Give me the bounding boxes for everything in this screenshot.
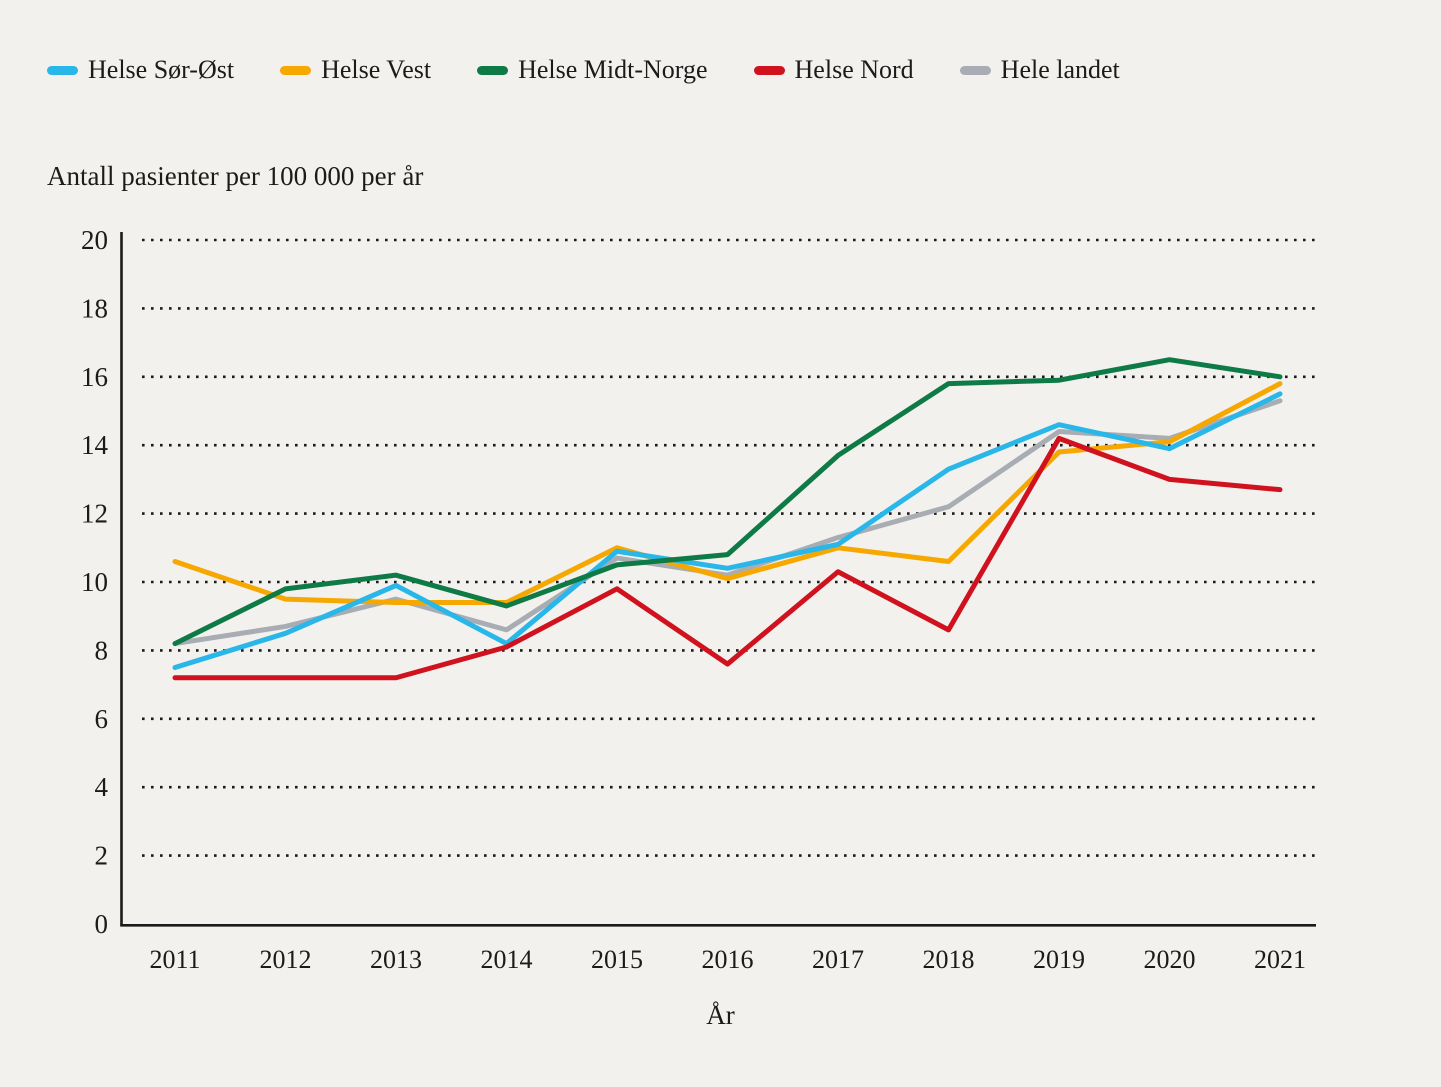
series-line	[172, 391, 1283, 670]
y-tick-label: 10	[81, 567, 108, 597]
legend-label: Helse Nord	[794, 55, 914, 84]
legend-label: Helse Vest	[321, 55, 432, 84]
y-tick-label: 2	[95, 841, 109, 871]
x-tick-label: 2012	[260, 945, 312, 974]
x-tick-label: 2020	[1144, 945, 1196, 974]
legend-item: Helse Midt-Norge	[477, 55, 708, 84]
y-tick-label: 12	[81, 499, 108, 529]
x-tick-label: 2015	[591, 945, 643, 974]
x-tick-label: 2014	[481, 945, 533, 974]
x-tick-label: 2021	[1254, 945, 1306, 974]
series-line	[172, 435, 1283, 681]
y-tick-label: 20	[81, 225, 108, 255]
y-tick-label: 0	[95, 909, 109, 939]
x-tick-label: 2016	[702, 945, 754, 974]
x-tick-label: 2017	[812, 945, 864, 974]
x-tick-label: 2013	[370, 945, 422, 974]
x-tick-label: 2019	[1033, 945, 1085, 974]
legend-swatch	[47, 65, 78, 75]
legend-swatch	[280, 65, 312, 75]
x-axis-title: År	[706, 1000, 735, 1030]
y-tick-label: 18	[81, 293, 108, 323]
legend-label: Helse Midt-Norge	[518, 55, 708, 84]
chart-title: Antall pasienter per 100 000 per år	[47, 161, 424, 191]
y-tick-label: 8	[95, 635, 109, 665]
legend-swatch	[477, 65, 509, 75]
legend-item: Helse Sør-Øst	[47, 57, 234, 83]
legend-item: Helse Nord	[753, 55, 914, 84]
x-tick-label: 2018	[923, 945, 975, 974]
legend-swatch	[753, 65, 785, 75]
legend-label: Helse Sør-Øst	[88, 55, 235, 84]
y-tick-label: 14	[81, 430, 109, 460]
legend-swatch	[959, 65, 991, 75]
legend-item: Hele landet	[959, 55, 1120, 84]
legend-label: Hele landet	[1000, 55, 1120, 84]
x-tick-label: 2011	[149, 945, 200, 974]
y-tick-label: 4	[95, 772, 109, 802]
y-tick-label: 6	[95, 704, 109, 734]
legend-item: Helse Vest	[280, 57, 431, 83]
series-line	[172, 357, 1283, 647]
legend: Helse Sør-Øst Helse Vest Helse Midt-Norge H…	[47, 57, 1120, 83]
y-tick-label: 16	[81, 362, 108, 392]
